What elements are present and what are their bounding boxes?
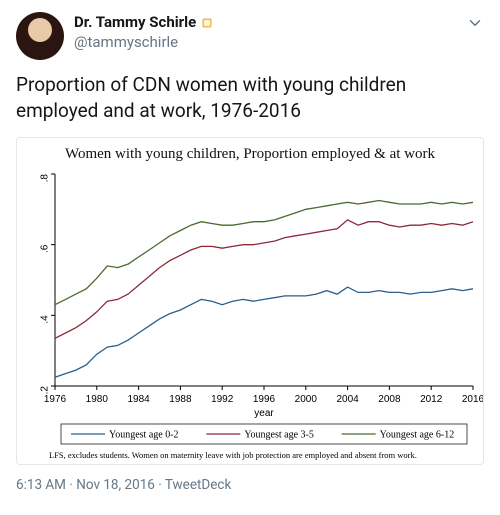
svg-text:1988: 1988 [169,394,192,405]
badge-icon [200,16,214,30]
svg-text:Youngest age 0-2: Youngest age 0-2 [109,430,179,441]
svg-text:.6: .6 [40,245,51,254]
svg-text:1984: 1984 [127,394,150,405]
svg-text:1996: 1996 [253,394,276,405]
svg-text:2012: 2012 [420,394,443,405]
svg-text:2016: 2016 [462,394,483,405]
chart-title: Women with young children, Proportion em… [17,138,483,163]
svg-text:.4: .4 [40,315,51,324]
tweet-text: Proportion of CDN women with young child… [16,72,484,123]
svg-text:Youngest age 3-5: Youngest age 3-5 [244,430,314,441]
chevron-down-icon[interactable] [466,14,484,36]
svg-text:1980: 1980 [86,394,109,405]
display-name-text: Dr. Tammy Schirle [74,13,196,33]
meta-date[interactable]: Nov 18, 2016 [66,477,155,493]
meta-source[interactable]: TweetDeck [155,477,231,493]
tweet-meta: 6:13 AMNov 18, 2016TweetDeck [16,477,484,493]
svg-text:1976: 1976 [44,394,67,405]
svg-text:.8: .8 [40,174,51,183]
svg-text:Youngest age 6-12: Youngest age 6-12 [380,430,455,441]
svg-text:2008: 2008 [378,394,401,405]
svg-text:2000: 2000 [295,394,318,405]
chart-card[interactable]: Women with young children, Proportion em… [16,137,484,465]
svg-text:LFS, excludes students. Women: LFS, excludes students. Women on materni… [49,450,417,460]
user-handle[interactable]: @tammyschirle [74,33,214,53]
svg-text:2004: 2004 [336,394,359,405]
tweet-header: Dr. Tammy Schirle @tammyschirle [16,12,484,60]
display-name[interactable]: Dr. Tammy Schirle [74,13,214,33]
chart-area: .2.4.6.819761980198419881992199620002004… [17,168,483,464]
svg-text:year: year [254,408,274,419]
line-chart: .2.4.6.819761980198419881992199620002004… [17,168,483,464]
meta-time[interactable]: 6:13 AM [16,477,66,493]
svg-text:1992: 1992 [211,394,234,405]
tweet-container: Dr. Tammy Schirle @tammyschirle Proporti… [0,0,500,503]
user-names: Dr. Tammy Schirle @tammyschirle [74,12,214,52]
avatar[interactable] [16,12,64,60]
